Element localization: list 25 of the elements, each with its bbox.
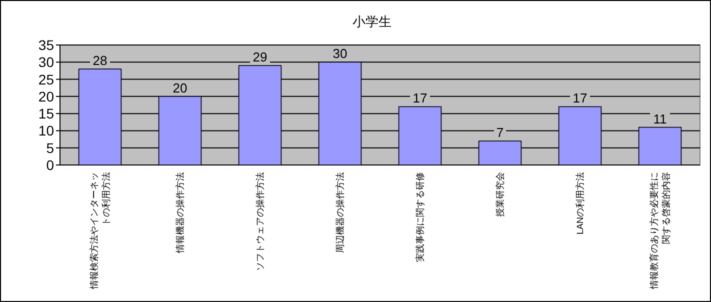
x-tick-label: 情報機器の操作方法 [175,172,185,254]
y-tick-label: 10 [38,122,54,139]
x-tick-label: 実践事例に関する研修 [415,172,425,262]
x-tick-label: 情報教育のあり方や必要性に関する啓蒙的内容 [649,172,671,290]
y-tick-label: 0 [46,157,54,173]
data-label: 30 [332,46,348,62]
chart-title: 小学生 [352,14,392,29]
x-tick-label: 情報検索方法やインターネットの利用方法 [89,172,111,290]
data-label: 7 [496,125,504,140]
data-label: 20 [172,80,188,96]
y-tick-label: 20 [38,88,54,104]
data-label: 17 [412,90,428,106]
data-label: 29 [252,50,268,65]
y-tick-label: 35 [38,37,54,53]
x-tick-label: ソフトウェアの操作方法 [255,172,265,271]
data-label: 11 [653,111,667,126]
y-tick-label: 5 [46,140,54,156]
y-tick-label: 25 [38,71,54,88]
x-tick-label: 周辺機器の操作方法 [335,172,345,253]
x-tick-label: LANの利用方法 [575,172,585,235]
data-label: 28 [92,53,108,68]
x-tick-label: 授業研究会 [495,172,505,217]
y-tick-label: 15 [38,106,54,122]
y-tick-label: 30 [38,54,54,70]
data-label: 17 [572,90,588,106]
